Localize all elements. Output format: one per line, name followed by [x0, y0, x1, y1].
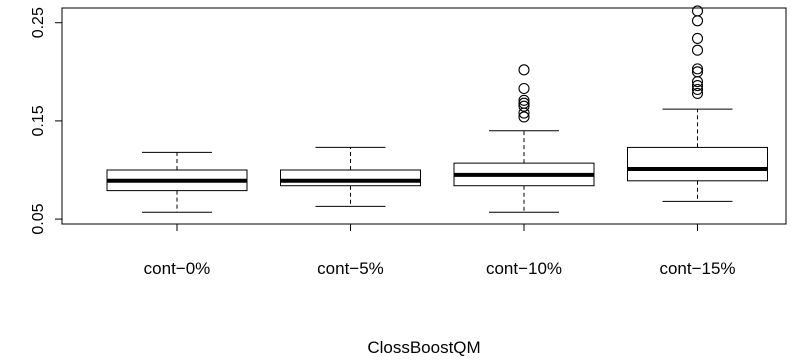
box-0 [106, 151, 248, 213]
iqr-box [627, 146, 768, 182]
x-tick-label: cont−15% [659, 259, 735, 278]
outlier-point [691, 15, 704, 27]
x-axis-title: ClossBoostQM [367, 338, 480, 357]
outlier-point [691, 66, 704, 78]
outlier-point [518, 97, 530, 109]
y-tick-label: 0.05 [30, 203, 47, 234]
box-2 [453, 64, 595, 213]
outlier-point [691, 83, 704, 96]
x-tick-label: cont−0% [144, 259, 211, 278]
y-axis: 0.05 0.15 0.25 [30, 7, 62, 235]
outlier-point [691, 80, 704, 92]
outlier-point [518, 94, 530, 106]
x-tick-label: cont−5% [317, 259, 384, 278]
box-3 [627, 5, 768, 202]
x-axis: cont−0% cont−5% cont−10% cont−15% [144, 224, 736, 278]
outlier-point [691, 63, 704, 75]
outlier-point [518, 82, 530, 95]
y-tick-label: 0.25 [30, 7, 47, 38]
outlier-point [518, 64, 530, 76]
outlier-point [691, 44, 704, 56]
box-1 [280, 146, 421, 207]
x-tick-label: cont−10% [486, 259, 562, 278]
outlier-point [691, 87, 704, 99]
outlier-point [691, 5, 704, 17]
outlier-point [518, 100, 530, 112]
outlier-point [691, 32, 704, 44]
plot-frame [61, 7, 787, 225]
boxes-group [106, 5, 768, 213]
outlier-point [518, 111, 530, 123]
y-tick-label: 0.15 [30, 105, 47, 136]
iqr-box [280, 169, 421, 187]
